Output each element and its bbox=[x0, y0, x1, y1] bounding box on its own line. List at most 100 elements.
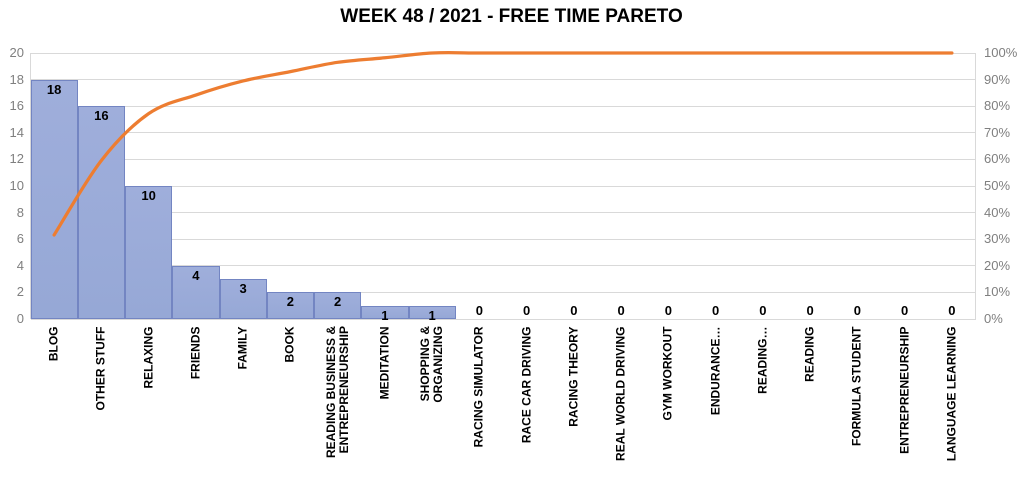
gridline bbox=[30, 265, 976, 267]
pct-axis-tick-label: 10% bbox=[984, 284, 1011, 300]
pct-axis-tick-label: 30% bbox=[984, 231, 1011, 247]
y-axis-tick-label: 4 bbox=[16, 257, 24, 273]
category-label: SHOPPING & ORGANIZING bbox=[418, 326, 446, 476]
category-label-line: RACE CAR DRIVING bbox=[519, 326, 534, 443]
chart-title: WEEK 48 / 2021 - FREE TIME PARETO bbox=[340, 6, 683, 27]
category-label: READING BUSINESS & ENTREPRENEURSHIP bbox=[323, 326, 351, 476]
bar-value-label: 16 bbox=[94, 108, 109, 124]
pct-axis-tick-label: 60% bbox=[984, 151, 1011, 167]
bar-value-label: 0 bbox=[853, 303, 861, 318]
category-label-line: FRIENDS bbox=[188, 326, 203, 379]
gridline bbox=[30, 212, 976, 214]
category-label-line: ENTREPRENEURSHIP bbox=[897, 326, 912, 454]
category-label-line: LANGUAGE LEARNING bbox=[944, 326, 959, 461]
bar bbox=[266, 292, 314, 319]
category-label: GYM WORKOUT bbox=[660, 326, 675, 476]
category-label-line: RACING THEORY bbox=[566, 326, 581, 427]
category-label-line: ENDURANCE… bbox=[708, 326, 723, 415]
category-label-line: READING BUSINESS & bbox=[323, 326, 338, 459]
gridline bbox=[30, 52, 976, 54]
bar bbox=[219, 279, 267, 319]
bar bbox=[125, 186, 173, 319]
bar-value-label: 0 bbox=[806, 303, 814, 318]
gridline bbox=[30, 185, 976, 187]
category-label-line: OTHER STUFF bbox=[93, 326, 108, 410]
category-label-line: READING… bbox=[755, 326, 770, 394]
category-label: LANGUAGE LEARNING bbox=[944, 326, 959, 476]
category-label: RACING SIMULATOR bbox=[471, 326, 486, 476]
category-label: OTHER STUFF bbox=[93, 326, 108, 476]
category-label: BOOK bbox=[282, 326, 297, 476]
bar bbox=[408, 305, 456, 319]
bar-value-label: 0 bbox=[475, 303, 483, 318]
y-axis-tick-label: 14 bbox=[9, 124, 24, 140]
category-label-line: ENTREPRENEURSHIP bbox=[336, 326, 351, 454]
pct-axis-tick-label: 0% bbox=[984, 311, 1003, 326]
pct-axis-tick-label: 80% bbox=[984, 98, 1011, 114]
pct-axis-tick-label: 20% bbox=[984, 257, 1011, 273]
bar bbox=[172, 265, 220, 319]
category-label-line: ORGANIZING bbox=[431, 326, 446, 403]
category-label-line: BOOK bbox=[282, 326, 297, 362]
category-label: RELAXING bbox=[141, 326, 156, 476]
category-label: BLOG bbox=[46, 326, 61, 476]
category-label-line: READING bbox=[802, 326, 817, 382]
bar-value-label: 0 bbox=[664, 303, 672, 318]
bar-value-label: 0 bbox=[617, 303, 625, 318]
category-label-line: GYM WORKOUT bbox=[660, 326, 675, 420]
category-label: READING… bbox=[755, 326, 770, 476]
y-axis-tick-label: 8 bbox=[16, 204, 24, 220]
category-label: ENDURANCE… bbox=[708, 326, 723, 476]
category-label-line: RACING SIMULATOR bbox=[471, 326, 486, 447]
bar-value-label: 0 bbox=[570, 303, 578, 318]
pct-axis-tick-label: 50% bbox=[984, 178, 1011, 193]
bar-value-label: 0 bbox=[901, 303, 909, 318]
category-label-line: BLOG bbox=[46, 326, 61, 361]
gridline bbox=[30, 291, 976, 293]
y-axis-tick-label: 10 bbox=[9, 178, 24, 193]
y-axis-tick-label: 0 bbox=[16, 311, 24, 326]
category-label: FORMULA STUDENT bbox=[849, 326, 864, 476]
y-axis-tick-label: 2 bbox=[16, 284, 24, 300]
bar-value-label: 1 bbox=[428, 307, 436, 323]
gridline bbox=[30, 79, 976, 81]
category-label: RACE CAR DRIVING bbox=[519, 326, 534, 476]
category-label-line: REAL WORLD DRIVING bbox=[613, 326, 628, 461]
bar-value-label: 0 bbox=[712, 303, 720, 318]
category-label: FRIENDS bbox=[188, 326, 203, 476]
category-label-line: FAMILY bbox=[235, 326, 250, 369]
y-axis-tick-label: 12 bbox=[9, 151, 24, 167]
category-label-line: FORMULA STUDENT bbox=[849, 326, 864, 446]
category-label-line: RELAXING bbox=[141, 326, 156, 389]
bar-value-label: 0 bbox=[523, 303, 531, 318]
category-label: FAMILY bbox=[235, 326, 250, 476]
bar bbox=[77, 106, 125, 319]
bar-value-label: 0 bbox=[948, 303, 956, 318]
bar-value-label: 4 bbox=[192, 267, 200, 283]
bar-value-label: 2 bbox=[334, 294, 342, 310]
gridline bbox=[30, 105, 976, 107]
bar-value-label: 0 bbox=[759, 303, 767, 318]
bar-value-label: 10 bbox=[141, 188, 156, 203]
category-label: READING bbox=[802, 326, 817, 476]
bar-value-label: 2 bbox=[286, 294, 294, 310]
bar-value-label: 3 bbox=[239, 281, 247, 297]
bar-value-label: 1 bbox=[381, 307, 389, 323]
y-axis-tick-label: 18 bbox=[9, 71, 24, 87]
pct-axis-tick-label: 100% bbox=[984, 45, 1018, 60]
bar-value-label: 18 bbox=[46, 81, 62, 97]
category-label-line: MEDITATION bbox=[377, 326, 392, 399]
gridline bbox=[30, 132, 976, 134]
pct-axis-tick-label: 90% bbox=[984, 71, 1011, 87]
bar bbox=[314, 292, 362, 319]
gridline bbox=[30, 238, 976, 240]
bar bbox=[30, 79, 78, 319]
pct-axis-tick-label: 70% bbox=[984, 124, 1011, 140]
bar bbox=[361, 305, 409, 319]
category-label: REAL WORLD DRIVING bbox=[613, 326, 628, 476]
y-axis-tick-label: 20 bbox=[9, 45, 24, 60]
pct-axis-tick-label: 40% bbox=[984, 204, 1011, 220]
category-label: RACING THEORY bbox=[566, 326, 581, 476]
category-label: MEDITATION bbox=[377, 326, 392, 476]
